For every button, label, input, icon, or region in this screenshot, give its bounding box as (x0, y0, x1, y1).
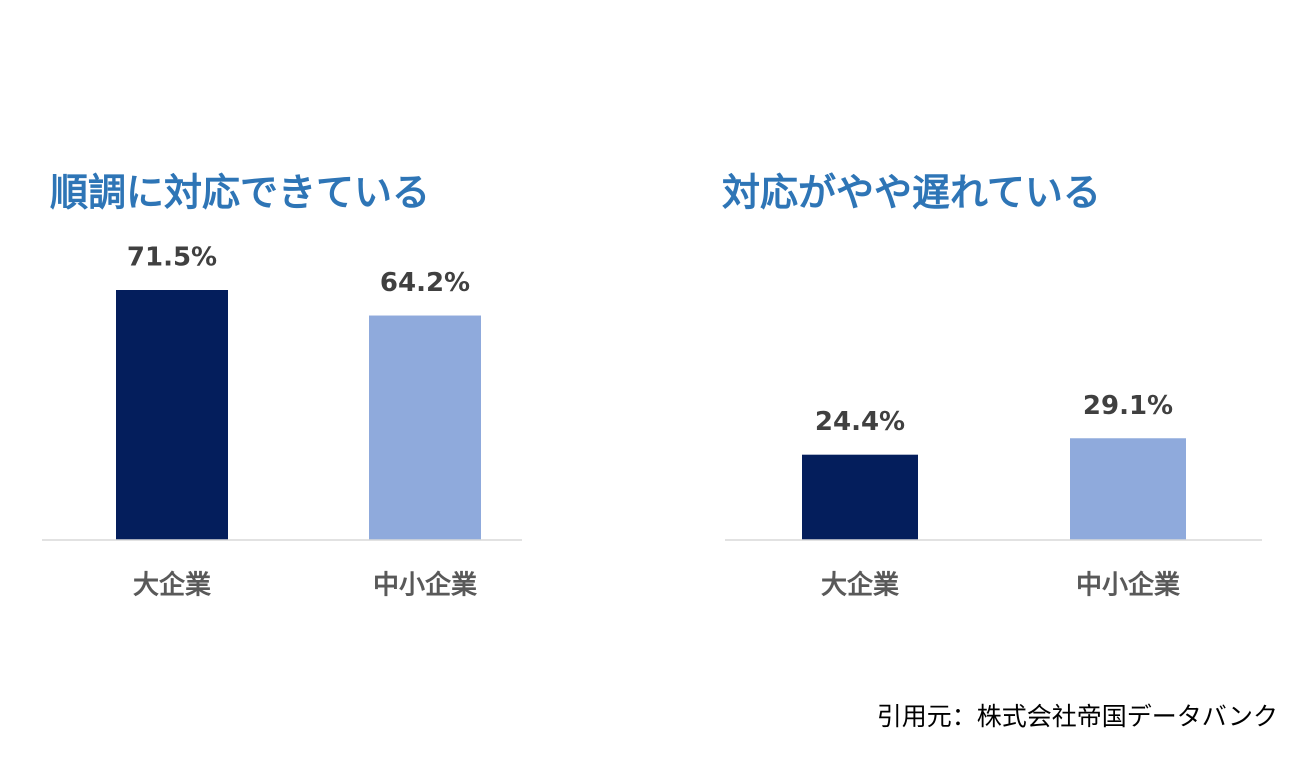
bar (369, 315, 481, 540)
x-tick-label: 中小企業 (373, 570, 477, 601)
bar (116, 290, 228, 540)
x-tick-label: 大企業 (821, 570, 899, 601)
x-tick-label: 大企業 (133, 570, 211, 601)
x-tick-label: 中小企業 (1076, 570, 1180, 601)
chart-title: 対応がやや遅れている (722, 171, 1101, 215)
chart-title: 順調に対応できている (50, 171, 430, 215)
value-label: 64.2% (380, 268, 470, 298)
value-label: 29.1% (1083, 391, 1173, 421)
value-label: 24.4% (815, 407, 905, 437)
value-label: 71.5% (127, 243, 217, 273)
source: 引用元：株式会社帝国データバンク (877, 702, 1278, 731)
bar (802, 454, 918, 540)
bar (1070, 438, 1186, 540)
